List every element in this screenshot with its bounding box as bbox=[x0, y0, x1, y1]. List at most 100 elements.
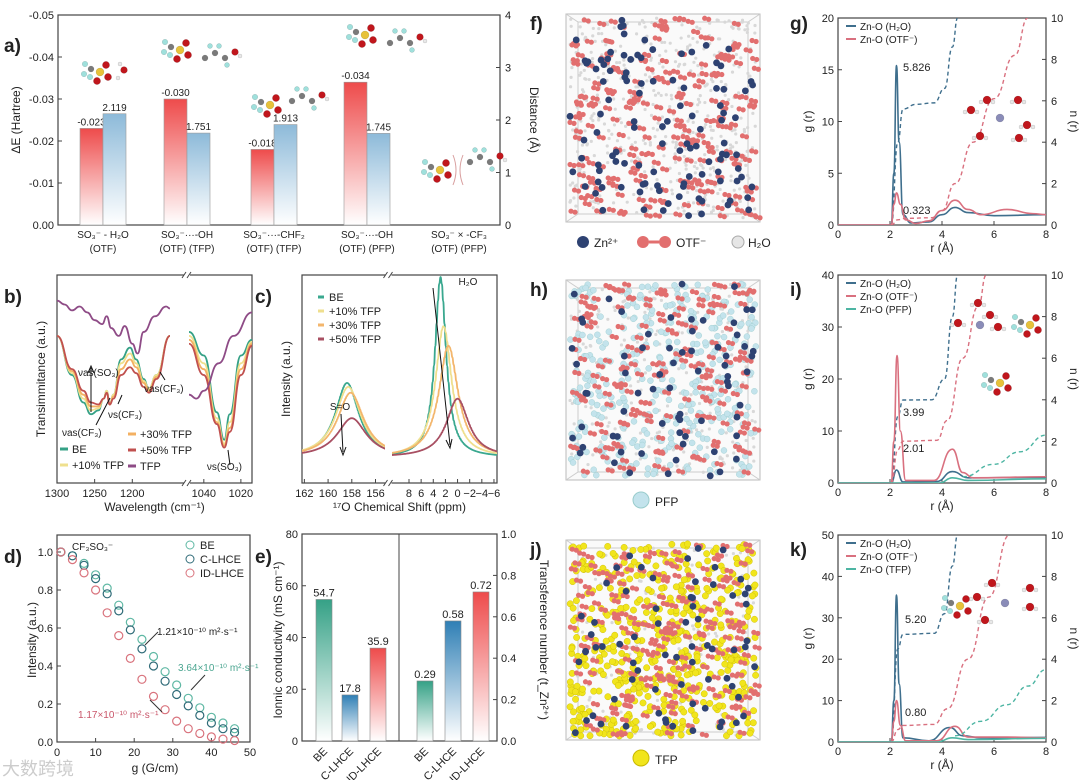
otf-atom bbox=[661, 389, 668, 395]
pfp-molecule bbox=[718, 428, 725, 435]
pfp-molecule bbox=[748, 325, 755, 332]
atom bbox=[978, 99, 984, 105]
pfp-molecule bbox=[616, 399, 623, 406]
otf-atom bbox=[730, 43, 737, 49]
zn-ion bbox=[622, 722, 630, 730]
y-tick-label: 10 bbox=[822, 696, 834, 708]
otf-atom bbox=[717, 400, 723, 406]
otf-atom bbox=[581, 356, 588, 363]
water bbox=[580, 143, 585, 147]
otf-atom bbox=[678, 95, 684, 101]
atom bbox=[272, 94, 280, 102]
otf-atom bbox=[678, 141, 684, 147]
pfp-molecule bbox=[602, 340, 609, 347]
otf-atom bbox=[656, 572, 662, 578]
zn-ion bbox=[581, 183, 589, 190]
otf-atom bbox=[638, 372, 645, 378]
water bbox=[592, 153, 596, 158]
water bbox=[746, 125, 750, 130]
water bbox=[591, 453, 595, 457]
zn-ion bbox=[600, 61, 608, 69]
water bbox=[715, 144, 719, 149]
otf-atom bbox=[701, 139, 707, 146]
pfp-molecule bbox=[630, 315, 637, 323]
otf-atom bbox=[616, 131, 622, 138]
zn-ion bbox=[718, 116, 726, 124]
otf-atom bbox=[689, 573, 696, 579]
y2-tick-label: 4 bbox=[1051, 654, 1057, 666]
otf-atom bbox=[689, 19, 695, 25]
water bbox=[633, 140, 637, 144]
tfp-molecule bbox=[693, 653, 701, 661]
otf-atom bbox=[700, 133, 706, 139]
otf-atom bbox=[692, 83, 698, 89]
peak-annotation-s-o: S=O bbox=[330, 402, 351, 413]
otf-atom bbox=[724, 100, 730, 106]
atom bbox=[947, 599, 955, 607]
data-point-be bbox=[114, 600, 124, 610]
otf-atom bbox=[669, 328, 675, 334]
otf-atom bbox=[608, 402, 614, 408]
otf-atom bbox=[621, 211, 627, 217]
otf-atom bbox=[623, 458, 630, 464]
otf-atom bbox=[737, 194, 743, 200]
zn-ion bbox=[733, 177, 741, 185]
otf-atom bbox=[632, 615, 638, 622]
otf-atom bbox=[641, 126, 647, 132]
otf-atom bbox=[586, 201, 592, 208]
otf-atom bbox=[706, 309, 712, 315]
water bbox=[703, 100, 707, 105]
y2-tick-label: 6 bbox=[1051, 613, 1057, 625]
water bbox=[700, 429, 704, 433]
bar-value-label: 1.745 bbox=[366, 122, 391, 133]
water bbox=[753, 124, 757, 128]
y-tick-label: 0.4 bbox=[38, 661, 53, 673]
otf-atom bbox=[698, 34, 704, 40]
bar-value-label: 1.751 bbox=[186, 122, 211, 133]
zn-ion bbox=[637, 54, 645, 62]
water bbox=[683, 62, 687, 66]
zn-ion bbox=[578, 315, 586, 323]
pfp-molecule bbox=[743, 333, 751, 340]
otf-atom bbox=[659, 57, 665, 64]
otf-atom bbox=[683, 322, 689, 328]
otf-atom bbox=[694, 181, 701, 187]
atom bbox=[345, 33, 353, 41]
pfp-legend-icon bbox=[632, 491, 650, 509]
zn-ion bbox=[692, 142, 700, 150]
otf-atom bbox=[594, 658, 600, 664]
atom bbox=[466, 158, 474, 166]
tfp-molecule bbox=[644, 586, 652, 593]
otf-atom bbox=[674, 564, 680, 570]
otf-atom bbox=[753, 149, 759, 155]
water bbox=[589, 344, 593, 348]
water bbox=[623, 124, 628, 128]
water bbox=[711, 166, 715, 170]
water bbox=[705, 82, 709, 86]
water bbox=[592, 199, 596, 204]
water bbox=[719, 134, 723, 138]
otf-atom bbox=[576, 162, 582, 168]
atom bbox=[182, 39, 190, 47]
otf-atom bbox=[684, 157, 690, 163]
otf-atom bbox=[718, 379, 725, 386]
zn-ion bbox=[578, 423, 586, 431]
water bbox=[622, 338, 626, 342]
zn-ion bbox=[638, 450, 646, 457]
otf-atom bbox=[738, 300, 744, 307]
y-tick-label: 0.00 bbox=[33, 220, 54, 232]
plot-area-b bbox=[56, 274, 253, 484]
otf-atom bbox=[616, 288, 622, 294]
pfp-molecule bbox=[743, 412, 750, 419]
otf-atom bbox=[655, 448, 661, 454]
zn-ion bbox=[598, 643, 606, 650]
otf-atom bbox=[595, 601, 602, 607]
zn-ion bbox=[572, 36, 580, 44]
water bbox=[732, 188, 736, 192]
pfp-molecule bbox=[693, 340, 701, 348]
otf-atom bbox=[727, 326, 734, 332]
otf-atom bbox=[704, 664, 710, 670]
zn-ion bbox=[672, 456, 680, 464]
water bbox=[670, 188, 674, 192]
water bbox=[730, 353, 734, 357]
